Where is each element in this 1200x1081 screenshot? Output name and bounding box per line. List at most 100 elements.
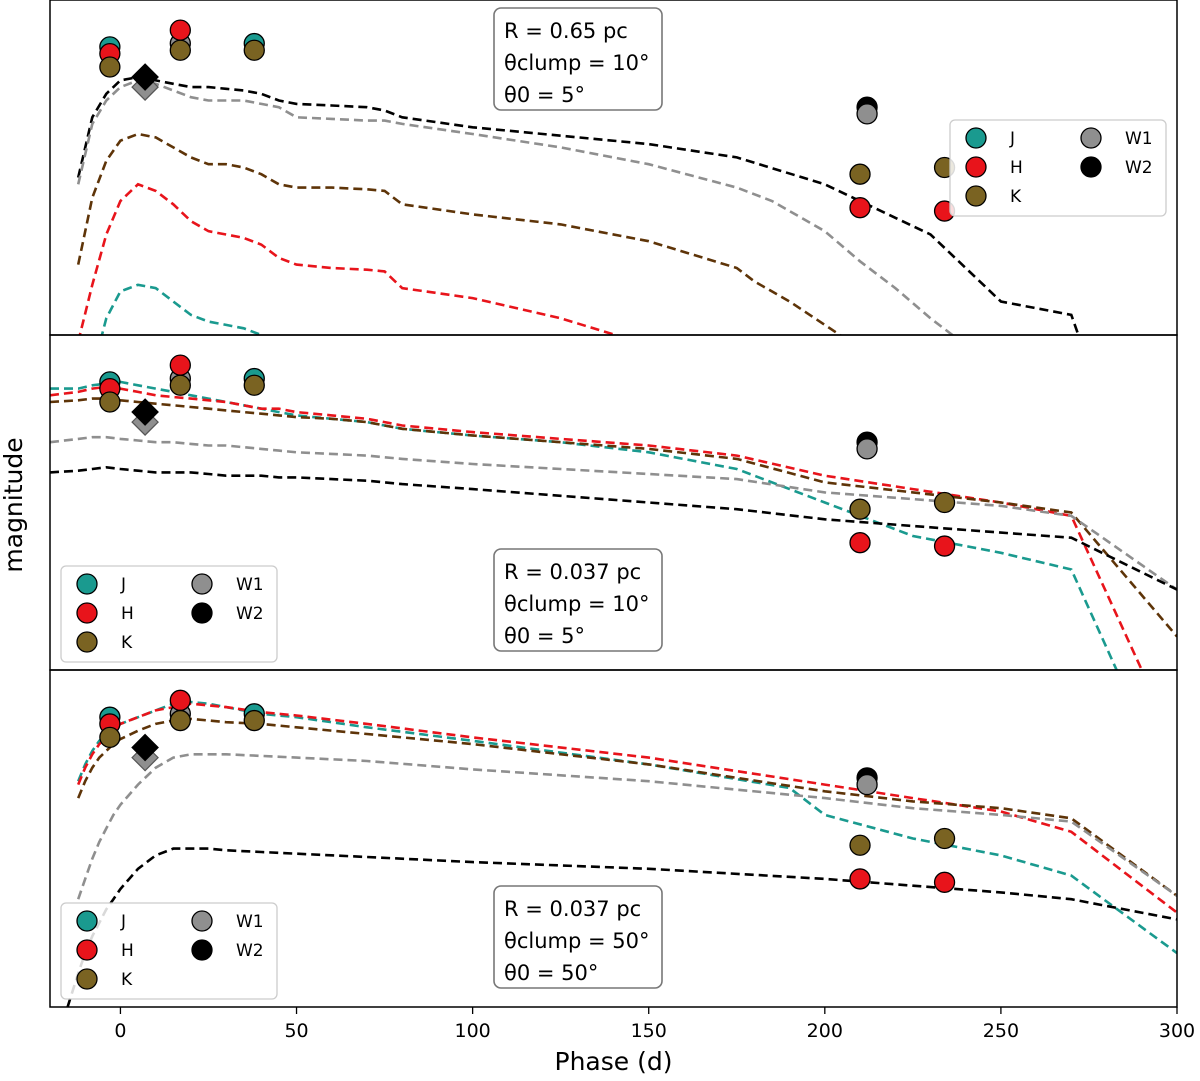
data-point-h	[169, 354, 191, 376]
model-curve-h	[76, 702, 1177, 914]
data-point-k	[99, 726, 121, 749]
data-point-h	[849, 868, 871, 890]
model-curve-h	[50, 385, 1143, 670]
x-tick-label: 0	[114, 1020, 126, 1042]
annotation-frame	[493, 548, 663, 652]
legend-label-j: J	[120, 912, 126, 932]
legend-label-w2: W2	[236, 604, 264, 624]
data-point-k	[849, 163, 871, 185]
diamond-point-w2	[131, 733, 159, 762]
legend-label-w2: W2	[1125, 158, 1153, 178]
panel-2: R = 0.037 pc θclump = 10° θ0 = 5° JHK W1 W2	[49, 334, 1178, 671]
model-curve-w1	[76, 79, 955, 335]
panel-frame	[49, 669, 1178, 1008]
legend-label-j: J	[120, 575, 126, 595]
annotation-line: θ0 = 5°	[504, 83, 585, 107]
legend-frame	[60, 902, 278, 1000]
legend-marker-j	[965, 127, 987, 149]
model-curve-k	[76, 717, 1177, 897]
legend-label-h: H	[121, 604, 134, 624]
model-curve-k	[76, 132, 843, 335]
model-curve-j	[50, 380, 1119, 670]
legend-frame	[60, 565, 278, 663]
legend-marker-j	[76, 573, 98, 595]
legend-label-k: K	[121, 970, 133, 990]
diamond-point-w2	[131, 63, 159, 91]
legend-marker-w2	[1080, 156, 1102, 178]
data-point-h	[933, 871, 956, 893]
legend-label-w2: W2	[236, 941, 264, 961]
legend-label-w1: W1	[236, 575, 264, 595]
legend: JHK W1 W2	[60, 565, 278, 663]
data-point-k	[933, 491, 956, 514]
legend-marker-w2	[191, 939, 213, 961]
annotation-frame	[493, 885, 663, 989]
data-point-h	[169, 19, 191, 41]
model-curve-j	[100, 283, 264, 335]
legend-marker-h	[76, 602, 98, 624]
x-tick-label: 100	[454, 1020, 490, 1042]
legend-marker-h	[76, 939, 98, 961]
legend-marker-j	[76, 910, 98, 932]
annotation-box: R = 0.65 pc θclump = 10° θ0 = 5°	[493, 7, 663, 111]
legend-label-w1: W1	[1125, 129, 1153, 149]
x-tick-label: 300	[1159, 1020, 1195, 1042]
data-point-k	[849, 498, 871, 520]
x-tick-label: 250	[983, 1020, 1019, 1042]
annotation-line: R = 0.037 pc	[504, 897, 641, 921]
panel-1-plot-area	[76, 19, 1080, 335]
model-curve-w2	[76, 75, 1080, 335]
annotation-line: θclump = 50°	[504, 929, 650, 953]
model-curve-h	[78, 182, 620, 335]
legend-label-k: K	[1010, 187, 1022, 207]
legend: JHK W1 W2	[60, 902, 278, 1000]
data-point-k	[243, 709, 265, 732]
diamond-point-w2	[131, 398, 159, 426]
legend-marker-w1	[191, 573, 213, 595]
data-point-k	[169, 374, 191, 396]
model-curve-w1	[50, 435, 1177, 591]
annotation-line: θ0 = 50°	[504, 961, 598, 985]
x-tick-label: 50	[284, 1020, 308, 1042]
data-point-k	[243, 39, 265, 61]
legend-label-h: H	[121, 941, 134, 961]
data-point-k	[849, 834, 871, 856]
data-point-k	[169, 39, 191, 61]
data-point-h	[169, 689, 191, 711]
data-point-w1	[856, 773, 878, 796]
panel-2-plot-area	[50, 354, 1177, 670]
legend-label-k: K	[121, 633, 133, 653]
data-point-w1	[856, 438, 878, 460]
y-axis-label: magnitude	[0, 437, 28, 572]
legend-label-j: J	[1009, 129, 1015, 149]
legend-marker-k	[76, 968, 98, 990]
annotation-frame	[493, 7, 663, 111]
data-point-h	[933, 535, 956, 557]
annotation-line: θclump = 10°	[504, 51, 650, 75]
x-axis-label: Phase (d)	[555, 1047, 673, 1076]
panel-3-plot-area	[66, 689, 1177, 1007]
annotation-line: θclump = 10°	[504, 592, 650, 616]
legend-marker-k	[76, 631, 98, 653]
legend-frame	[949, 119, 1167, 217]
annotation-box: R = 0.037 pc θclump = 10° θ0 = 5°	[493, 548, 663, 652]
x-tick-label: 200	[807, 1020, 843, 1042]
legend: JHK W1 W2	[949, 119, 1167, 217]
legend-marker-w1	[191, 910, 213, 932]
data-point-w1	[856, 103, 878, 125]
legend-marker-h	[965, 156, 987, 178]
legend-marker-w1	[1080, 127, 1102, 149]
annotation-box: R = 0.037 pc θclump = 50° θ0 = 50°	[493, 885, 663, 989]
data-point-h	[849, 197, 871, 219]
model-curve-w2	[50, 465, 1177, 591]
data-point-k	[169, 709, 191, 732]
legend-marker-w2	[191, 602, 213, 624]
annotation-line: R = 0.65 pc	[504, 19, 628, 43]
data-point-k	[243, 374, 265, 396]
data-point-k	[99, 391, 121, 413]
data-point-k	[933, 827, 956, 850]
x-tick-label: 150	[631, 1020, 667, 1042]
legend-label-w1: W1	[236, 912, 264, 932]
data-point-h	[849, 532, 871, 554]
